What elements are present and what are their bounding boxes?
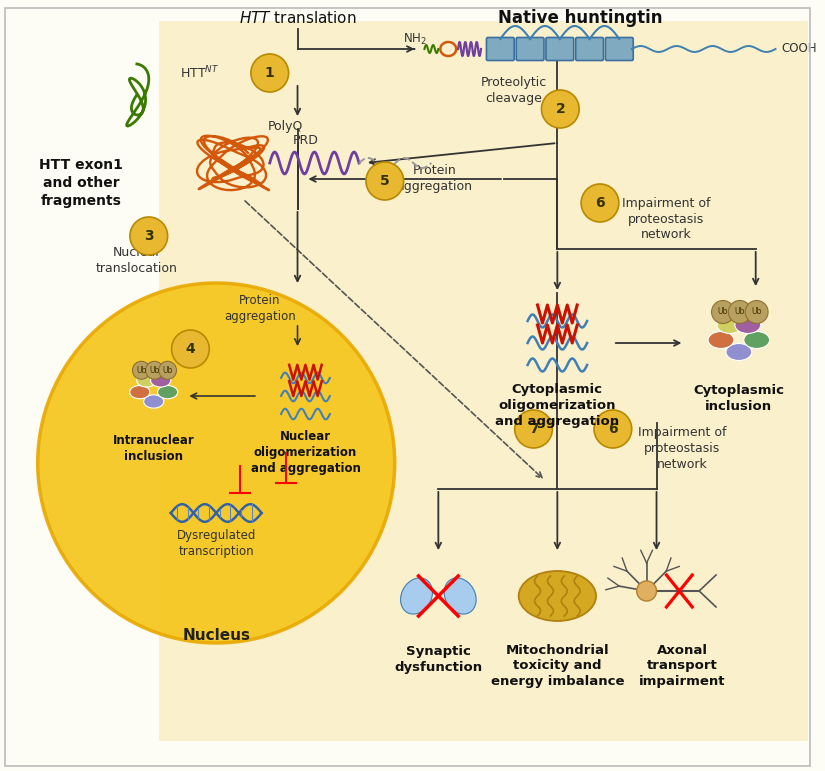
Text: Nucleus: Nucleus <box>182 628 250 644</box>
Ellipse shape <box>401 578 432 614</box>
Ellipse shape <box>144 395 164 408</box>
Circle shape <box>637 581 657 601</box>
Text: $\it{HTT}$ translation: $\it{HTT}$ translation <box>238 10 356 26</box>
Circle shape <box>728 301 752 324</box>
Text: Impairment of
proteostasis
network: Impairment of proteostasis network <box>638 426 727 472</box>
Text: Nuclear
oligomerization
and aggregation: Nuclear oligomerization and aggregation <box>251 430 361 476</box>
Circle shape <box>594 410 632 448</box>
FancyBboxPatch shape <box>487 38 514 60</box>
Ellipse shape <box>735 317 761 334</box>
Text: 4: 4 <box>186 342 196 356</box>
Ellipse shape <box>444 578 476 614</box>
Text: Ub: Ub <box>149 365 160 375</box>
Text: Protein
aggregation: Protein aggregation <box>396 164 473 194</box>
Text: NH$_2$: NH$_2$ <box>403 32 427 46</box>
Text: 5: 5 <box>380 174 389 188</box>
Ellipse shape <box>151 374 171 387</box>
Text: Ub: Ub <box>136 365 147 375</box>
Circle shape <box>145 362 163 379</box>
Text: 7: 7 <box>529 422 539 436</box>
Text: Intranuclear
inclusion: Intranuclear inclusion <box>113 435 195 463</box>
Text: Proteolytic
cleavage: Proteolytic cleavage <box>481 76 547 106</box>
Text: 6: 6 <box>608 422 618 436</box>
FancyBboxPatch shape <box>576 38 603 60</box>
Text: Ub: Ub <box>163 365 172 375</box>
Text: Protein
aggregation: Protein aggregation <box>224 295 295 324</box>
Text: Ub: Ub <box>734 308 745 317</box>
Circle shape <box>366 162 403 200</box>
Text: PolyQ: PolyQ <box>268 120 304 133</box>
Text: PRD: PRD <box>293 134 318 147</box>
Circle shape <box>541 90 579 128</box>
Text: Impairment of
proteostasis
network: Impairment of proteostasis network <box>622 197 710 241</box>
Text: Axonal
transport
impairment: Axonal transport impairment <box>639 644 725 689</box>
Text: COOH: COOH <box>781 42 817 56</box>
Circle shape <box>133 362 150 379</box>
Circle shape <box>515 410 553 448</box>
Text: HTT$^{NT}$: HTT$^{NT}$ <box>181 65 219 81</box>
Circle shape <box>172 330 210 368</box>
Ellipse shape <box>519 571 596 621</box>
FancyBboxPatch shape <box>546 38 573 60</box>
Circle shape <box>712 301 734 324</box>
Text: Ub: Ub <box>752 308 761 317</box>
Text: 1: 1 <box>265 66 275 80</box>
Text: HTT exon1
and other
fragments: HTT exon1 and other fragments <box>40 157 123 208</box>
Ellipse shape <box>130 386 150 399</box>
FancyBboxPatch shape <box>158 21 808 741</box>
Text: Cytoplasmic
oligomerization
and aggregation: Cytoplasmic oligomerization and aggregat… <box>495 383 620 429</box>
Text: Dysregulated
transcription: Dysregulated transcription <box>177 528 256 557</box>
Text: 2: 2 <box>555 102 565 116</box>
FancyBboxPatch shape <box>606 38 634 60</box>
Text: Native huntingtin: Native huntingtin <box>498 9 662 27</box>
Text: Nuclear
translocation: Nuclear translocation <box>96 247 178 275</box>
Text: Synaptic
dysfunction: Synaptic dysfunction <box>394 645 483 674</box>
Ellipse shape <box>158 386 177 399</box>
Ellipse shape <box>708 332 734 348</box>
Ellipse shape <box>137 374 157 387</box>
FancyBboxPatch shape <box>516 38 544 60</box>
Circle shape <box>745 301 768 324</box>
Circle shape <box>130 217 167 255</box>
Circle shape <box>158 362 177 379</box>
Ellipse shape <box>744 332 770 348</box>
Circle shape <box>251 54 289 92</box>
Text: Cytoplasmic
inclusion: Cytoplasmic inclusion <box>693 385 785 413</box>
Circle shape <box>38 283 394 643</box>
Text: Mitochondrial
toxicity and
energy imbalance: Mitochondrial toxicity and energy imbala… <box>491 644 624 689</box>
Text: Ub: Ub <box>718 308 728 317</box>
Text: 3: 3 <box>144 229 153 243</box>
Ellipse shape <box>717 317 742 334</box>
Text: 6: 6 <box>595 196 605 210</box>
Ellipse shape <box>726 344 752 361</box>
Circle shape <box>581 184 619 222</box>
